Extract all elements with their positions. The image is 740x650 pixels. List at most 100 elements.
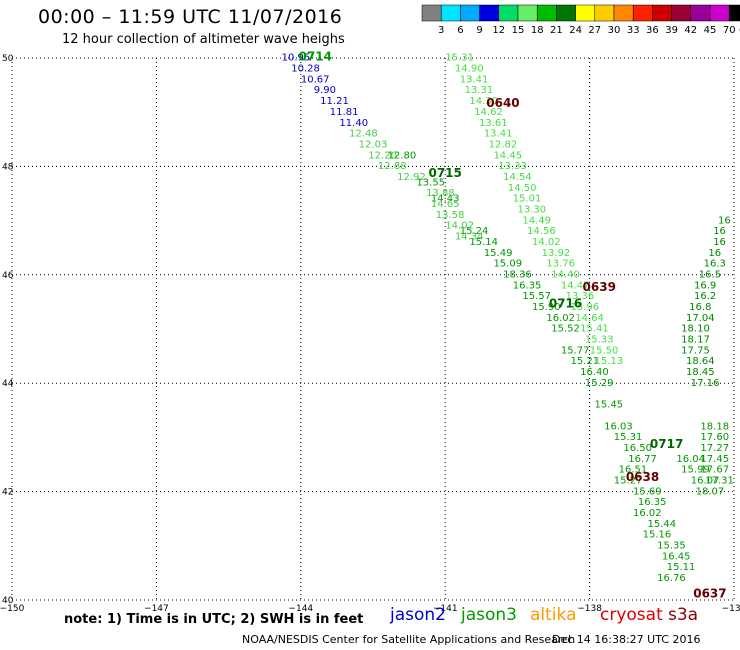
swh-point-label: 15.52 (551, 324, 580, 335)
swh-point-label: 14.34 (455, 232, 484, 243)
swh-point-label: 15.31 (445, 53, 474, 64)
y-tick-label: 50 (2, 54, 14, 64)
colorbar-label: 70 (723, 25, 736, 36)
colorbar-label: 15 (512, 25, 525, 36)
swh-point-label: 18.18 (700, 421, 729, 432)
chart-subtitle: 12 hour collection of altimeter wave hei… (62, 32, 345, 47)
x-tick-label: −144 (288, 604, 313, 614)
swh-point-label: 13.61 (479, 118, 508, 129)
colorbar-label: 27 (588, 25, 601, 36)
colorbar-swatch (479, 4, 500, 22)
swh-point-label: 15.90 (532, 302, 561, 313)
colorbar-swatch (421, 4, 442, 22)
swh-point-label: 15.24 (460, 226, 489, 237)
swh-point-label: 16 (708, 248, 721, 259)
colorbar-swatch (556, 4, 576, 22)
colorbar-swatch (517, 4, 538, 22)
swh-point-label: 17.75 (681, 345, 710, 356)
swh-point-label: 17.67 (700, 465, 729, 476)
colorbar-swatch (728, 4, 740, 22)
colorbar-label: 24 (569, 25, 582, 36)
colorbar-swatch (613, 4, 634, 22)
swh-point-label: 12.80 (388, 150, 417, 161)
swh-point-label: 12.88 (378, 161, 407, 172)
swh-point-label: 15.77 (561, 345, 590, 356)
footer-credit: NOAA/NESDIS Center for Satellite Applica… (242, 633, 576, 646)
colorbar-label: 21 (550, 25, 563, 36)
chart-title: 00:00 – 11:59 UTC 11/07/2016 (38, 6, 343, 28)
swh-point-label: 17.04 (686, 313, 715, 324)
swh-point-label: 16.45 (662, 551, 691, 562)
swh-point-label: 14.54 (503, 172, 532, 183)
swh-point-label: 15.27 (614, 475, 643, 486)
footer-timestamp: Dec 14 16:38:27 UTC 2016 (552, 633, 701, 646)
swh-point-label: 10.28 (291, 64, 320, 75)
swh-point-label: 14.65 (431, 199, 460, 210)
footer-note: note: 1) Time is in UTC; 2) SWH is in fe… (64, 612, 364, 627)
colorbar-label: 3 (438, 25, 444, 36)
swh-point-label: 16.76 (657, 573, 686, 584)
swh-point-label: 15.29 (585, 378, 614, 389)
y-tick-label: 42 (2, 488, 13, 498)
swh-point-label: 13.88 (426, 188, 455, 199)
x-tick-label: −150 (0, 604, 25, 614)
swh-point-label: 10.67 (301, 74, 330, 85)
swh-point-label: 16.07 (691, 475, 720, 486)
swh-point-label: 14.62 (474, 107, 503, 118)
pass-time-label: 0714 (299, 50, 332, 64)
colorbar-swatch (498, 4, 519, 22)
swh-point-label: 15.96 (570, 302, 599, 313)
swh-point-label: 15.14 (469, 237, 498, 248)
colorbar-label: 9 (476, 25, 482, 36)
swh-point-label: 14.43 (431, 194, 460, 205)
y-tick-label: 46 (2, 271, 14, 281)
swh-point-label: 15.45 (595, 400, 624, 411)
pass-time-label: 0716 (549, 296, 582, 310)
swh-point-label: 14.40 (551, 270, 580, 281)
legend-jason2: jason2 (390, 605, 446, 625)
swh-point-label: 16.3 (704, 259, 726, 270)
swh-point-label: 15.09 (493, 259, 522, 270)
colorbar-label: 45 (704, 25, 717, 36)
legend-cryosat: cryosat (600, 605, 663, 625)
colorbar-label: 6 (457, 25, 463, 36)
legend-jason3: jason3 (461, 605, 517, 625)
swh-point-label: 9.90 (314, 85, 336, 96)
swh-point-label: 15.31 (614, 432, 643, 443)
swh-point-label: 18.17 (681, 335, 710, 346)
pass-time-label: 0638 (626, 470, 659, 484)
colorbar-swatch (671, 4, 692, 22)
swh-point-label: 18.64 (686, 356, 715, 367)
colorbar-swatch (460, 4, 480, 22)
swh-point-label: 14.45 (493, 150, 522, 161)
swh-point-label: 16 (713, 226, 726, 237)
swh-point-label: 16 (718, 215, 731, 226)
colorbar-label: 18 (531, 25, 544, 36)
swh-point-label: 14.47 (561, 280, 590, 291)
swh-point-label: 13.76 (546, 259, 575, 270)
swh-point-label: 18.10 (681, 324, 710, 335)
legend-s3a: s3a (668, 605, 699, 625)
swh-point-label: 17.31 (705, 475, 734, 486)
swh-point-label: 15.57 (522, 291, 551, 302)
swh-point-label: 11.81 (330, 107, 359, 118)
swh-point-label: 16.02 (633, 508, 662, 519)
legend-altika: altika (530, 605, 577, 625)
swh-point-label: 12.48 (349, 129, 378, 140)
swh-point-label: 15.11 (667, 562, 696, 573)
swh-point-label: 17.60 (700, 432, 729, 443)
swh-point-label: 14.49 (522, 215, 551, 226)
colorbar-swatch (575, 4, 596, 22)
pass-time-label: 0640 (486, 96, 519, 110)
swh-point-label: 18.36 (503, 270, 532, 281)
colorbar-label: 42 (684, 25, 697, 36)
swh-point-label: 16 (713, 237, 726, 248)
swh-point-label: 14.02 (532, 237, 561, 248)
swh-point-label: 12.03 (359, 139, 388, 150)
swh-point-label: 16.50 (623, 443, 652, 454)
colorbar-swatch (594, 4, 615, 22)
swh-point-label: 14.02 (445, 221, 474, 232)
swh-point-label: 16.04 (676, 454, 705, 465)
swh-point-label: 14.64 (575, 313, 604, 324)
swh-point-label: 12.82 (489, 139, 518, 150)
